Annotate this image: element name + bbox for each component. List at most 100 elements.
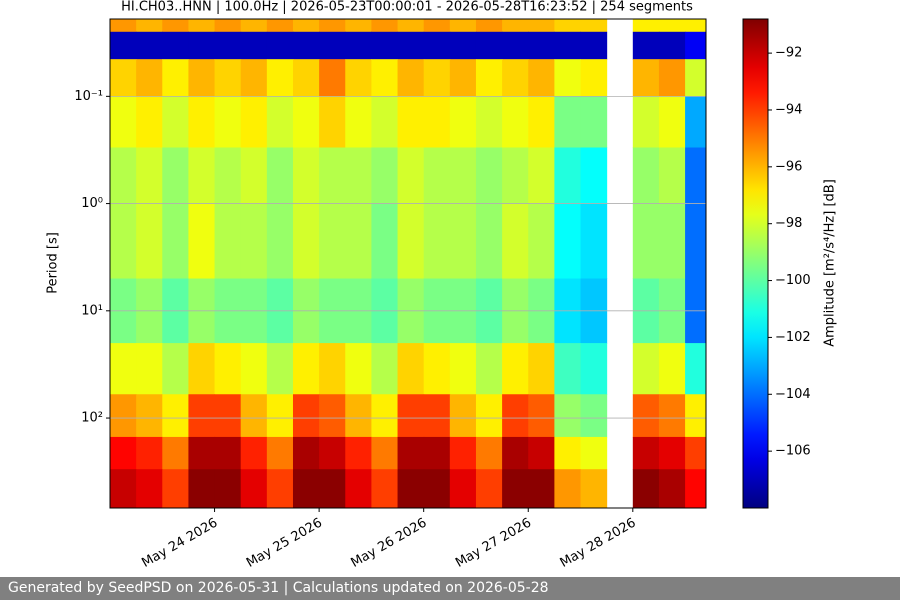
heatmap-cell xyxy=(214,343,242,395)
heatmap-cell xyxy=(528,436,555,470)
heatmap-cell xyxy=(685,436,707,470)
heatmap-cell xyxy=(214,59,242,97)
heatmap-cell xyxy=(266,343,294,395)
heatmap-cell xyxy=(528,147,555,205)
heatmap-cell xyxy=(449,59,477,97)
heatmap-cell xyxy=(632,59,660,97)
y-tick-label: 10⁰ xyxy=(81,196,103,211)
heatmap-cell xyxy=(292,203,320,280)
heatmap-cell xyxy=(502,147,529,205)
heatmap-cell xyxy=(266,469,294,509)
heatmap-cell xyxy=(162,469,189,509)
heatmap-cell xyxy=(554,203,582,280)
footer: Generated by SeedPSD on 2026-05-31 | Cal… xyxy=(0,577,900,600)
heatmap-cell xyxy=(658,96,686,149)
heatmap-cell xyxy=(240,31,268,60)
heatmap-cell xyxy=(292,394,320,438)
heatmap-cell xyxy=(371,59,399,97)
heatmap-cell xyxy=(580,436,608,470)
colorbar-tick-label: −96 xyxy=(775,159,802,174)
heatmap-cell xyxy=(266,96,294,149)
heatmap-cell xyxy=(554,343,582,395)
heatmap-cell xyxy=(292,436,320,470)
heatmap-cell xyxy=(475,19,503,33)
heatmap-cell xyxy=(502,31,529,60)
heatmap-cell xyxy=(345,436,372,470)
heatmap-cell xyxy=(632,203,660,280)
heatmap-cell xyxy=(632,436,660,470)
heatmap-cell xyxy=(319,436,346,470)
heatmap-cell xyxy=(528,96,555,149)
heatmap-cell xyxy=(136,31,163,60)
heatmap-cell xyxy=(475,147,503,205)
heatmap-cell xyxy=(475,436,503,470)
heatmap-cell xyxy=(580,96,608,149)
heatmap-cell xyxy=(475,394,503,438)
heatmap-cell xyxy=(502,59,529,97)
heatmap-cell xyxy=(528,59,555,97)
heatmap-cell xyxy=(685,469,707,509)
heatmap-cell xyxy=(319,469,346,509)
heatmap-cell xyxy=(188,469,216,509)
heatmap-cell xyxy=(632,19,660,33)
heatmap-cell xyxy=(502,19,529,33)
heatmap-cell xyxy=(685,59,707,97)
heatmap-cell xyxy=(319,394,346,438)
colorbar-tick-label: −94 xyxy=(775,102,802,117)
heatmap-cell xyxy=(449,469,477,509)
heatmap-cell xyxy=(397,59,425,97)
heatmap-cell xyxy=(685,147,707,205)
heatmap-cell xyxy=(371,96,399,149)
heatmap-cell xyxy=(240,147,268,205)
heatmap-cell xyxy=(475,31,503,60)
heatmap-cell xyxy=(475,59,503,97)
heatmap-cell xyxy=(345,343,372,395)
heatmap-cell xyxy=(554,59,582,97)
heatmap-cell xyxy=(397,96,425,149)
heatmap-cell xyxy=(580,203,608,280)
heatmap-cell xyxy=(162,147,189,205)
heatmap-cell xyxy=(502,203,529,280)
y-axis-label: Period [s] xyxy=(46,232,61,294)
heatmap-cell xyxy=(685,96,707,149)
heatmap-cell xyxy=(292,147,320,205)
heatmap-cell xyxy=(397,343,425,395)
heatmap-cell xyxy=(423,394,451,438)
heatmap-cell xyxy=(528,343,555,395)
heatmap-cell xyxy=(423,147,451,205)
heatmap-cell xyxy=(371,394,399,438)
heatmap-cell xyxy=(214,469,242,509)
heatmap-cell xyxy=(423,203,451,280)
heatmap-cell xyxy=(658,31,686,60)
heatmap-cell xyxy=(397,394,425,438)
heatmap-cell xyxy=(554,96,582,149)
heatmap-cell xyxy=(475,203,503,280)
colorbar-tick-label: −100 xyxy=(775,273,811,288)
heatmap-cell xyxy=(319,203,346,280)
heatmap-cell xyxy=(685,31,707,60)
heatmap-cell xyxy=(685,394,707,438)
heatmap-cell xyxy=(240,203,268,280)
heatmap-cell xyxy=(632,96,660,149)
heatmap-cell xyxy=(580,147,608,205)
chart: HI.CH03..HNN | 100.0Hz | 2026-05-23T00:0… xyxy=(46,0,838,571)
heatmap-cell xyxy=(345,19,372,33)
heatmap-cell xyxy=(554,394,582,438)
x-tick-label: May 28 2026 xyxy=(558,516,639,571)
heatmap-cell xyxy=(214,19,242,33)
heatmap-cell xyxy=(266,19,294,33)
heatmap-cell xyxy=(188,436,216,470)
heatmap-cell xyxy=(345,31,372,60)
heatmap-cell xyxy=(110,203,137,280)
heatmap-cell xyxy=(136,436,163,470)
heatmap-cell xyxy=(214,31,242,60)
heatmap-cell xyxy=(502,343,529,395)
heatmap-cell xyxy=(554,436,582,470)
heatmap-cell xyxy=(136,96,163,149)
heatmap-cell xyxy=(266,31,294,60)
heatmap-cell xyxy=(162,59,189,97)
heatmap-cell xyxy=(528,469,555,509)
heatmap-cell xyxy=(345,147,372,205)
heatmap-cell xyxy=(110,19,137,33)
